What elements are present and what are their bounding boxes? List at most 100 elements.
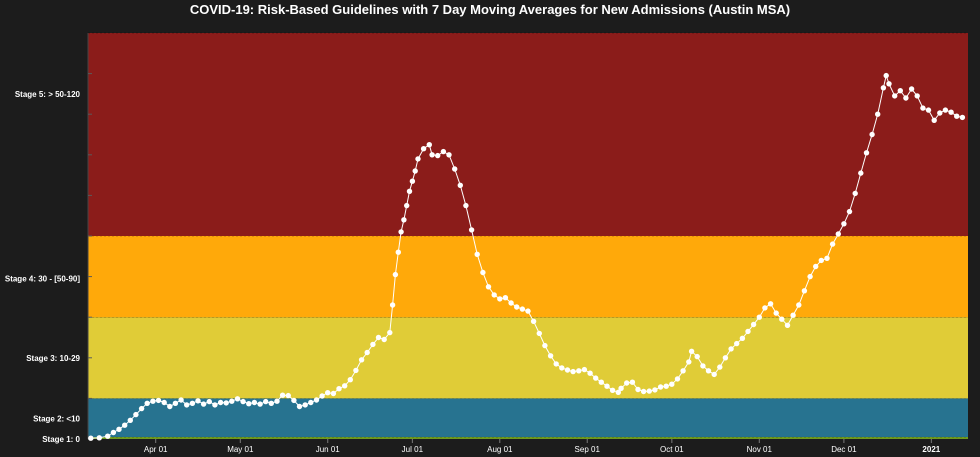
stage-band-2 bbox=[88, 398, 968, 437]
data-point-40 bbox=[319, 393, 325, 399]
data-point-3 bbox=[110, 429, 117, 436]
data-point-101 bbox=[629, 379, 636, 385]
x-tick-label-8: Dec 01 bbox=[831, 445, 857, 454]
data-point-34 bbox=[285, 392, 291, 399]
data-point-102 bbox=[635, 386, 641, 393]
data-point-97 bbox=[609, 387, 616, 393]
x-tick-label-1: May 01 bbox=[227, 445, 254, 454]
data-point-99 bbox=[618, 385, 624, 391]
data-point-130 bbox=[790, 312, 796, 318]
data-point-85 bbox=[542, 342, 548, 349]
data-point-44 bbox=[342, 383, 348, 389]
data-point-21 bbox=[212, 402, 218, 408]
data-point-62 bbox=[415, 156, 421, 162]
data-point-125 bbox=[762, 305, 768, 311]
data-point-84 bbox=[536, 330, 542, 337]
data-point-19 bbox=[200, 401, 207, 407]
data-point-23 bbox=[223, 400, 229, 406]
stage-band-4 bbox=[88, 236, 968, 318]
data-point-20 bbox=[206, 398, 212, 405]
data-point-108 bbox=[669, 381, 675, 387]
y-label-2: Stage 4: 30 - [50-90] bbox=[5, 275, 80, 284]
data-point-114 bbox=[700, 363, 706, 369]
data-point-17 bbox=[189, 400, 196, 406]
data-point-31 bbox=[268, 400, 274, 406]
data-point-45 bbox=[347, 377, 353, 383]
data-point-98 bbox=[615, 389, 621, 395]
data-point-59 bbox=[406, 188, 413, 194]
x-tick-label-2: Jun 01 bbox=[316, 445, 341, 454]
y-label-4: Stage 2: <10 bbox=[33, 415, 80, 424]
data-point-119 bbox=[728, 346, 734, 352]
data-point-68 bbox=[446, 152, 452, 158]
x-axis: Apr 01 May 01 Jun 01 Jul 01 Aug 01 Sep 01 Oct … bbox=[144, 439, 941, 454]
data-point-158 bbox=[942, 107, 949, 113]
data-point-11 bbox=[155, 397, 162, 404]
data-point-65 bbox=[429, 152, 435, 158]
stage-band-3 bbox=[88, 317, 968, 399]
data-point-151 bbox=[903, 95, 909, 101]
data-point-121 bbox=[739, 335, 746, 341]
data-point-43 bbox=[336, 386, 342, 392]
data-point-6 bbox=[127, 417, 133, 423]
data-point-30 bbox=[263, 398, 269, 405]
data-point-153 bbox=[914, 93, 920, 99]
stage-bands bbox=[88, 32, 968, 439]
data-point-24 bbox=[229, 398, 235, 404]
y-label-5: Stage 1: 0 bbox=[42, 435, 80, 444]
chart-title: COVID-19: Risk-Based Guidelines with 7 D… bbox=[190, 2, 790, 17]
data-point-36 bbox=[296, 403, 303, 410]
data-point-132 bbox=[801, 288, 808, 294]
data-point-82 bbox=[525, 308, 531, 314]
data-point-15 bbox=[178, 397, 184, 403]
data-point-124 bbox=[756, 314, 762, 320]
data-point-69 bbox=[452, 166, 458, 172]
x-tick-label-0: Apr 01 bbox=[144, 445, 168, 454]
data-point-16 bbox=[184, 402, 190, 408]
data-point-96 bbox=[604, 383, 610, 389]
data-point-57 bbox=[401, 217, 407, 223]
data-point-139 bbox=[841, 221, 847, 227]
data-point-55 bbox=[395, 249, 401, 255]
data-point-152 bbox=[908, 86, 915, 92]
data-point-4 bbox=[116, 426, 122, 432]
data-point-13 bbox=[167, 403, 173, 410]
data-point-46 bbox=[353, 367, 359, 374]
data-point-113 bbox=[694, 353, 700, 360]
data-point-144 bbox=[869, 131, 875, 138]
data-point-92 bbox=[581, 366, 588, 373]
data-point-53 bbox=[389, 302, 396, 308]
data-point-155 bbox=[925, 107, 932, 113]
data-point-58 bbox=[404, 202, 410, 209]
data-point-143 bbox=[863, 150, 870, 156]
data-point-118 bbox=[722, 355, 729, 361]
data-point-18 bbox=[195, 398, 201, 404]
data-point-87 bbox=[553, 361, 559, 367]
data-point-136 bbox=[824, 255, 830, 261]
data-point-120 bbox=[734, 340, 740, 347]
y-axis-ticks bbox=[87, 33, 92, 440]
data-point-142 bbox=[858, 170, 864, 176]
stage-band-5 bbox=[88, 33, 968, 236]
data-point-91 bbox=[576, 368, 582, 374]
stage-band-1 bbox=[88, 436, 968, 439]
y-axis-labels: Stage 5: > 50-120 Stage 4: 30 - [50-90] St… bbox=[5, 90, 81, 444]
data-point-0 bbox=[88, 435, 94, 441]
data-point-157 bbox=[937, 110, 943, 116]
data-point-61 bbox=[412, 168, 418, 174]
data-point-41 bbox=[325, 390, 331, 396]
data-point-128 bbox=[779, 316, 785, 322]
data-point-156 bbox=[931, 117, 937, 124]
data-point-146 bbox=[880, 85, 887, 91]
data-point-88 bbox=[559, 365, 565, 371]
data-point-141 bbox=[852, 190, 858, 197]
data-point-52 bbox=[387, 329, 393, 336]
data-point-26 bbox=[240, 398, 246, 405]
data-point-133 bbox=[807, 273, 813, 280]
data-point-129 bbox=[784, 322, 791, 328]
data-point-115 bbox=[705, 368, 712, 374]
data-point-35 bbox=[291, 397, 297, 404]
data-point-1 bbox=[96, 435, 103, 441]
data-point-12 bbox=[161, 399, 167, 406]
